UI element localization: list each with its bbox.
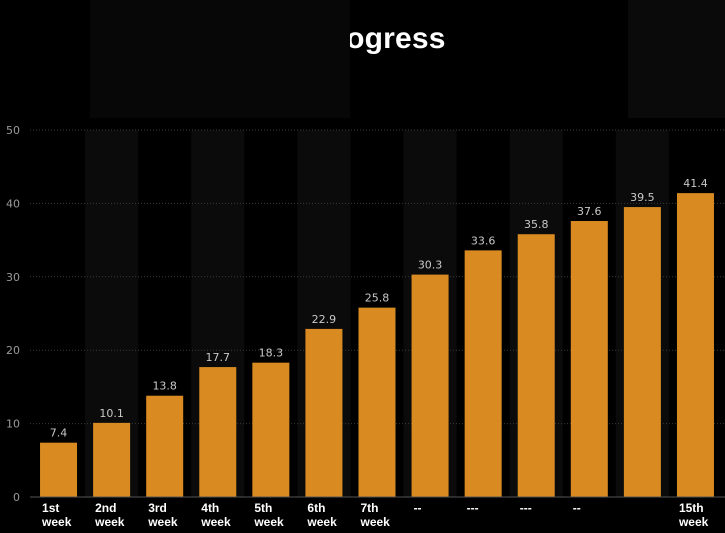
data-label: 39.5 [630, 191, 655, 204]
bar [623, 207, 661, 497]
data-label: 41.4 [683, 177, 708, 190]
data-label: 37.6 [577, 205, 602, 218]
bar [199, 367, 237, 497]
y-tick-label: 30 [6, 271, 20, 284]
data-label: 33.6 [471, 234, 496, 247]
data-label: 30.3 [418, 259, 443, 272]
bar [570, 221, 608, 498]
bar [305, 328, 343, 497]
x-tick-label: --- [467, 501, 479, 515]
data-label: 25.8 [365, 292, 390, 305]
data-label: 17.7 [206, 351, 231, 364]
y-tick-label: 40 [6, 197, 20, 210]
x-tick-label: 2nd week [94, 501, 125, 529]
bar [93, 422, 131, 497]
bar [411, 274, 449, 497]
x-tick-label: -- [573, 501, 581, 515]
x-tick-label: 7th week [360, 501, 391, 529]
x-tick-label: --- [520, 501, 532, 515]
x-tick-label: 5th week [253, 501, 284, 529]
bar [517, 234, 555, 497]
bar [464, 250, 502, 497]
x-tick-label: 15th week [678, 501, 709, 529]
x-tick-label: -- [414, 501, 422, 515]
data-label: 13.8 [152, 380, 177, 393]
data-label: 22.9 [312, 313, 337, 326]
data-label: 18.3 [259, 347, 284, 360]
bar [676, 193, 714, 497]
y-tick-label: 50 [6, 124, 20, 137]
data-label: 10.1 [99, 407, 124, 420]
bar [40, 442, 78, 497]
x-tick-label: 4th week [200, 501, 231, 529]
bar [252, 362, 290, 497]
x-tick-label: 3rd week [147, 501, 178, 529]
data-label: 35.8 [524, 218, 549, 231]
header-band [628, 0, 725, 118]
y-tick-label: 10 [6, 418, 20, 431]
x-tick-label: 1st week [41, 501, 72, 529]
bar [146, 395, 184, 497]
header-band [90, 0, 350, 118]
bar [358, 307, 396, 497]
y-tick-label: 0 [13, 491, 20, 504]
data-label: 7.4 [50, 427, 68, 440]
x-tick-label: 6th week [306, 501, 337, 529]
y-tick-label: 20 [6, 344, 20, 357]
